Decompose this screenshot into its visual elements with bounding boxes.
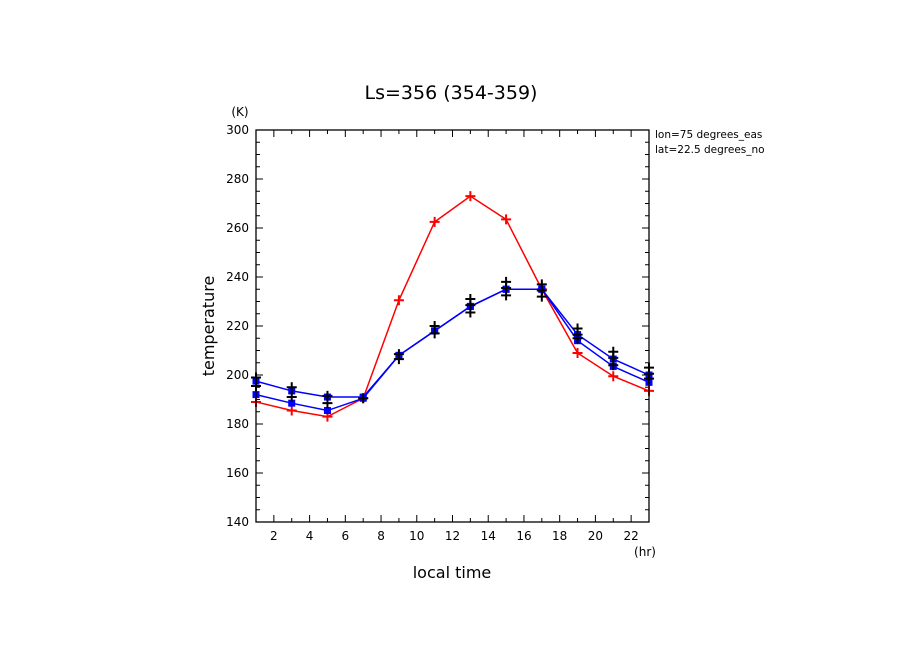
y-tick-label: 180 [226,417,249,431]
series-2-point [323,407,331,415]
y-unit-label: (K) [231,105,248,119]
series-1-point [286,405,297,416]
x-tick-label: 4 [306,529,314,543]
series-line-2 [255,288,650,412]
observation-point [286,382,297,393]
chart-title: Ls=356 (354-359) [365,82,538,104]
series-1-point [429,216,440,227]
y-tick-label: 160 [226,466,249,480]
y-tick-label: 140 [226,515,249,529]
x-tick-label: 14 [481,529,496,543]
x-tick-label: 22 [623,529,638,543]
series-2-point [288,399,296,407]
observation-point [429,321,440,331]
x-tick-label: 12 [445,529,460,543]
series-1-point [393,295,404,306]
observation-point [286,392,297,403]
series-1-point [572,347,583,358]
y-axis-label: temperature [199,276,218,377]
x-unit-label: (hr) [634,545,656,559]
series-1-point [608,371,619,382]
series-line-1 [255,195,650,418]
plot-frame [255,129,650,523]
observation-point [536,279,547,290]
x-tick-label: 16 [516,529,531,543]
x-tick-label: 6 [341,529,349,543]
axes: 2 4 6 8 10 12 14 16 18 20 22 140 160 180 200 220 240 260 2… [226,123,650,543]
observation-point [501,276,512,287]
annotation-lat: lat=22.5 degrees_no [655,144,765,156]
observation-point [358,393,369,404]
series-1-point [501,214,512,225]
x-tick-label: 8 [377,529,385,543]
annotation-lon: lon=75 degrees_eas [655,129,762,141]
y-tick-label: 260 [226,221,249,235]
x-tick-label: 18 [552,529,567,543]
x-tick-label: 20 [588,529,603,543]
y-tick-label: 220 [226,319,249,333]
y-tick-label: 300 [226,123,249,137]
y-tick-label: 280 [226,172,249,186]
x-tick-label: 2 [270,529,278,543]
observation-markers [251,276,654,409]
observation-point [465,294,476,305]
observation-point [393,349,404,360]
series-1-point [465,191,476,202]
y-tick-label: 200 [226,368,249,382]
series-line-3 [255,288,650,398]
x-axis-label: local time [413,563,492,582]
observation-point [608,346,619,357]
observation-point [572,323,583,334]
observation-point [322,390,333,401]
y-tick-label: 240 [226,270,249,284]
x-tick-label: 10 [409,529,424,543]
series-lines [251,191,654,422]
